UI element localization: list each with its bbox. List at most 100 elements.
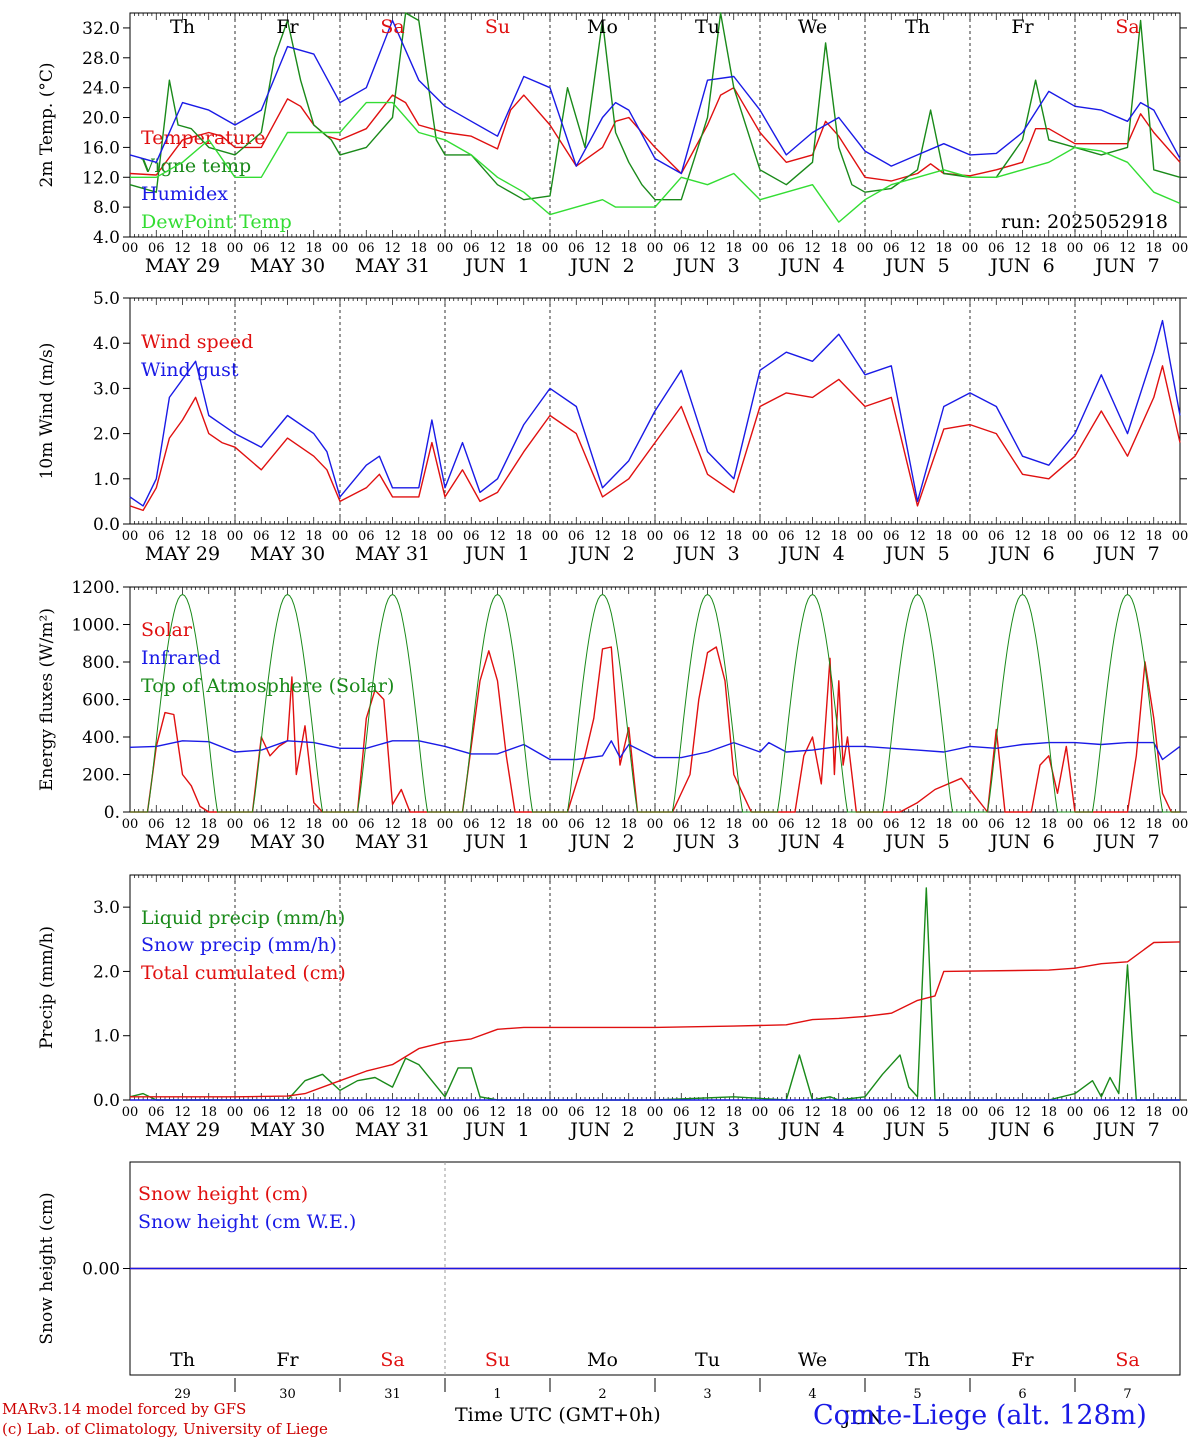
y-tick-label: 12.0 [82,168,120,188]
legend-entry: Vigne temp [140,155,251,177]
hour-tick-label: 18 [410,241,427,256]
hour-tick-label: 06 [988,817,1005,832]
y-tick-label: 0.0 [93,515,120,535]
hour-tick-label: 12 [384,529,401,544]
hour-tick-label: 18 [620,241,637,256]
hour-tick-label: 18 [410,817,427,832]
y-tick-label: 0.0 [93,1091,120,1111]
hour-tick-label: 12 [699,817,716,832]
date-label: MAY 31 [355,831,430,853]
date-label: JUN 5 [883,543,949,565]
hour-tick-label: 00 [647,817,664,832]
date-label: MAY 30 [250,831,325,853]
y-tick-label: 0. [104,803,120,823]
hour-tick-label: 12 [1014,817,1031,832]
date-label: JUN 3 [673,543,739,565]
date-label: JUN 3 [673,831,739,853]
hour-tick-label: 06 [883,241,900,256]
legend-entry: Solar [141,619,193,641]
date-label: JUN 3 [673,255,739,277]
legend-entry: Snow height (cm) [138,1183,308,1205]
hour-tick-label: 12 [1119,817,1136,832]
hour-tick-label: 18 [725,529,742,544]
y-tick-label: 4.0 [93,228,120,248]
hour-tick-label: 12 [804,529,821,544]
hour-tick-label: 18 [830,1105,847,1120]
hour-tick-label: 12 [489,529,506,544]
date-label: MAY 30 [250,1119,325,1141]
hour-tick-label: 06 [568,241,585,256]
hour-tick-label: 18 [305,241,322,256]
series-line [130,101,1181,223]
hour-tick-label: 12 [804,241,821,256]
weekday-label: Sa [1115,1349,1139,1371]
copyright-credit: (c) Lab. of Climatology, University of L… [2,1420,328,1438]
hour-tick-label: 06 [673,817,690,832]
hour-tick-label: 12 [804,1105,821,1120]
hour-tick-label: 18 [1145,529,1162,544]
y-tick-label: 1.0 [93,470,120,490]
weekday-label: Fr [1011,1349,1034,1371]
y-tick-label: 0.00 [82,1260,120,1280]
hour-tick-label: 18 [305,1105,322,1120]
hour-tick-label: 18 [725,1105,742,1120]
y-tick-label: 2.0 [93,425,120,445]
hour-tick-label: 12 [174,817,191,832]
series-line [129,887,1180,1101]
date-label: JUN 1 [463,255,529,277]
date-label: MAY 31 [355,1119,430,1141]
day-number: 31 [384,1387,401,1402]
month-label: JUN [841,1407,883,1429]
hour-tick-label: 00 [332,241,349,256]
hour-tick-label: 06 [988,241,1005,256]
hour-tick-label: 06 [463,529,480,544]
time-axis-label: Time UTC (GMT+0h) [455,1404,661,1426]
hour-tick-label: 00 [227,1105,244,1120]
hour-tick-label: 18 [410,529,427,544]
hour-tick-label: 00 [962,1105,979,1120]
y-axis-label: 10m Wind (m/s) [37,343,57,480]
hour-tick-label: 18 [1145,817,1162,832]
hour-tick-label: 06 [568,529,585,544]
hour-tick-label: 12 [1119,1105,1136,1120]
hour-tick-label: 18 [620,817,637,832]
hour-tick-label: 12 [1014,529,1031,544]
weekday-label: Fr [276,1349,299,1371]
hour-tick-label: 06 [1093,529,1110,544]
hour-tick-label: 00 [332,529,349,544]
hour-tick-label: 06 [358,817,375,832]
y-tick-label: 1.0 [93,1027,120,1047]
hour-tick-label: 06 [778,817,795,832]
hour-tick-label: 06 [883,529,900,544]
date-label: JUN 3 [673,1119,739,1141]
hour-tick-label: 00 [1067,241,1084,256]
hour-tick-label: 00 [437,529,454,544]
legend-entry: Temperature [141,127,265,149]
day-number: 6 [1018,1387,1026,1402]
hour-tick-label: 12 [699,241,716,256]
date-label: JUN 5 [883,1119,949,1141]
series-line [129,19,1181,175]
hour-tick-label: 00 [542,1105,559,1120]
hour-tick-label: 06 [778,241,795,256]
hour-tick-label: 12 [699,529,716,544]
hour-tick-label: 12 [909,241,926,256]
hour-tick-label: 06 [1093,817,1110,832]
date-label: MAY 30 [250,543,325,565]
date-label: JUN 5 [883,831,949,853]
day-number: 29 [174,1387,191,1402]
hour-tick-label: 06 [988,529,1005,544]
hour-tick-label: 06 [463,241,480,256]
date-label: MAY 30 [250,255,325,277]
hour-tick-label: 06 [148,817,165,832]
hour-tick-label: 12 [594,241,611,256]
hour-tick-label: 18 [1145,1105,1162,1120]
y-tick-label: 24.0 [82,79,120,99]
date-label: MAY 31 [355,255,430,277]
date-label: JUN 6 [988,831,1054,853]
hour-tick-label: 12 [909,1105,926,1120]
hour-tick-label: 12 [909,529,926,544]
y-tick-label: 8.0 [93,198,120,218]
weekday-label: Th [905,1349,930,1371]
